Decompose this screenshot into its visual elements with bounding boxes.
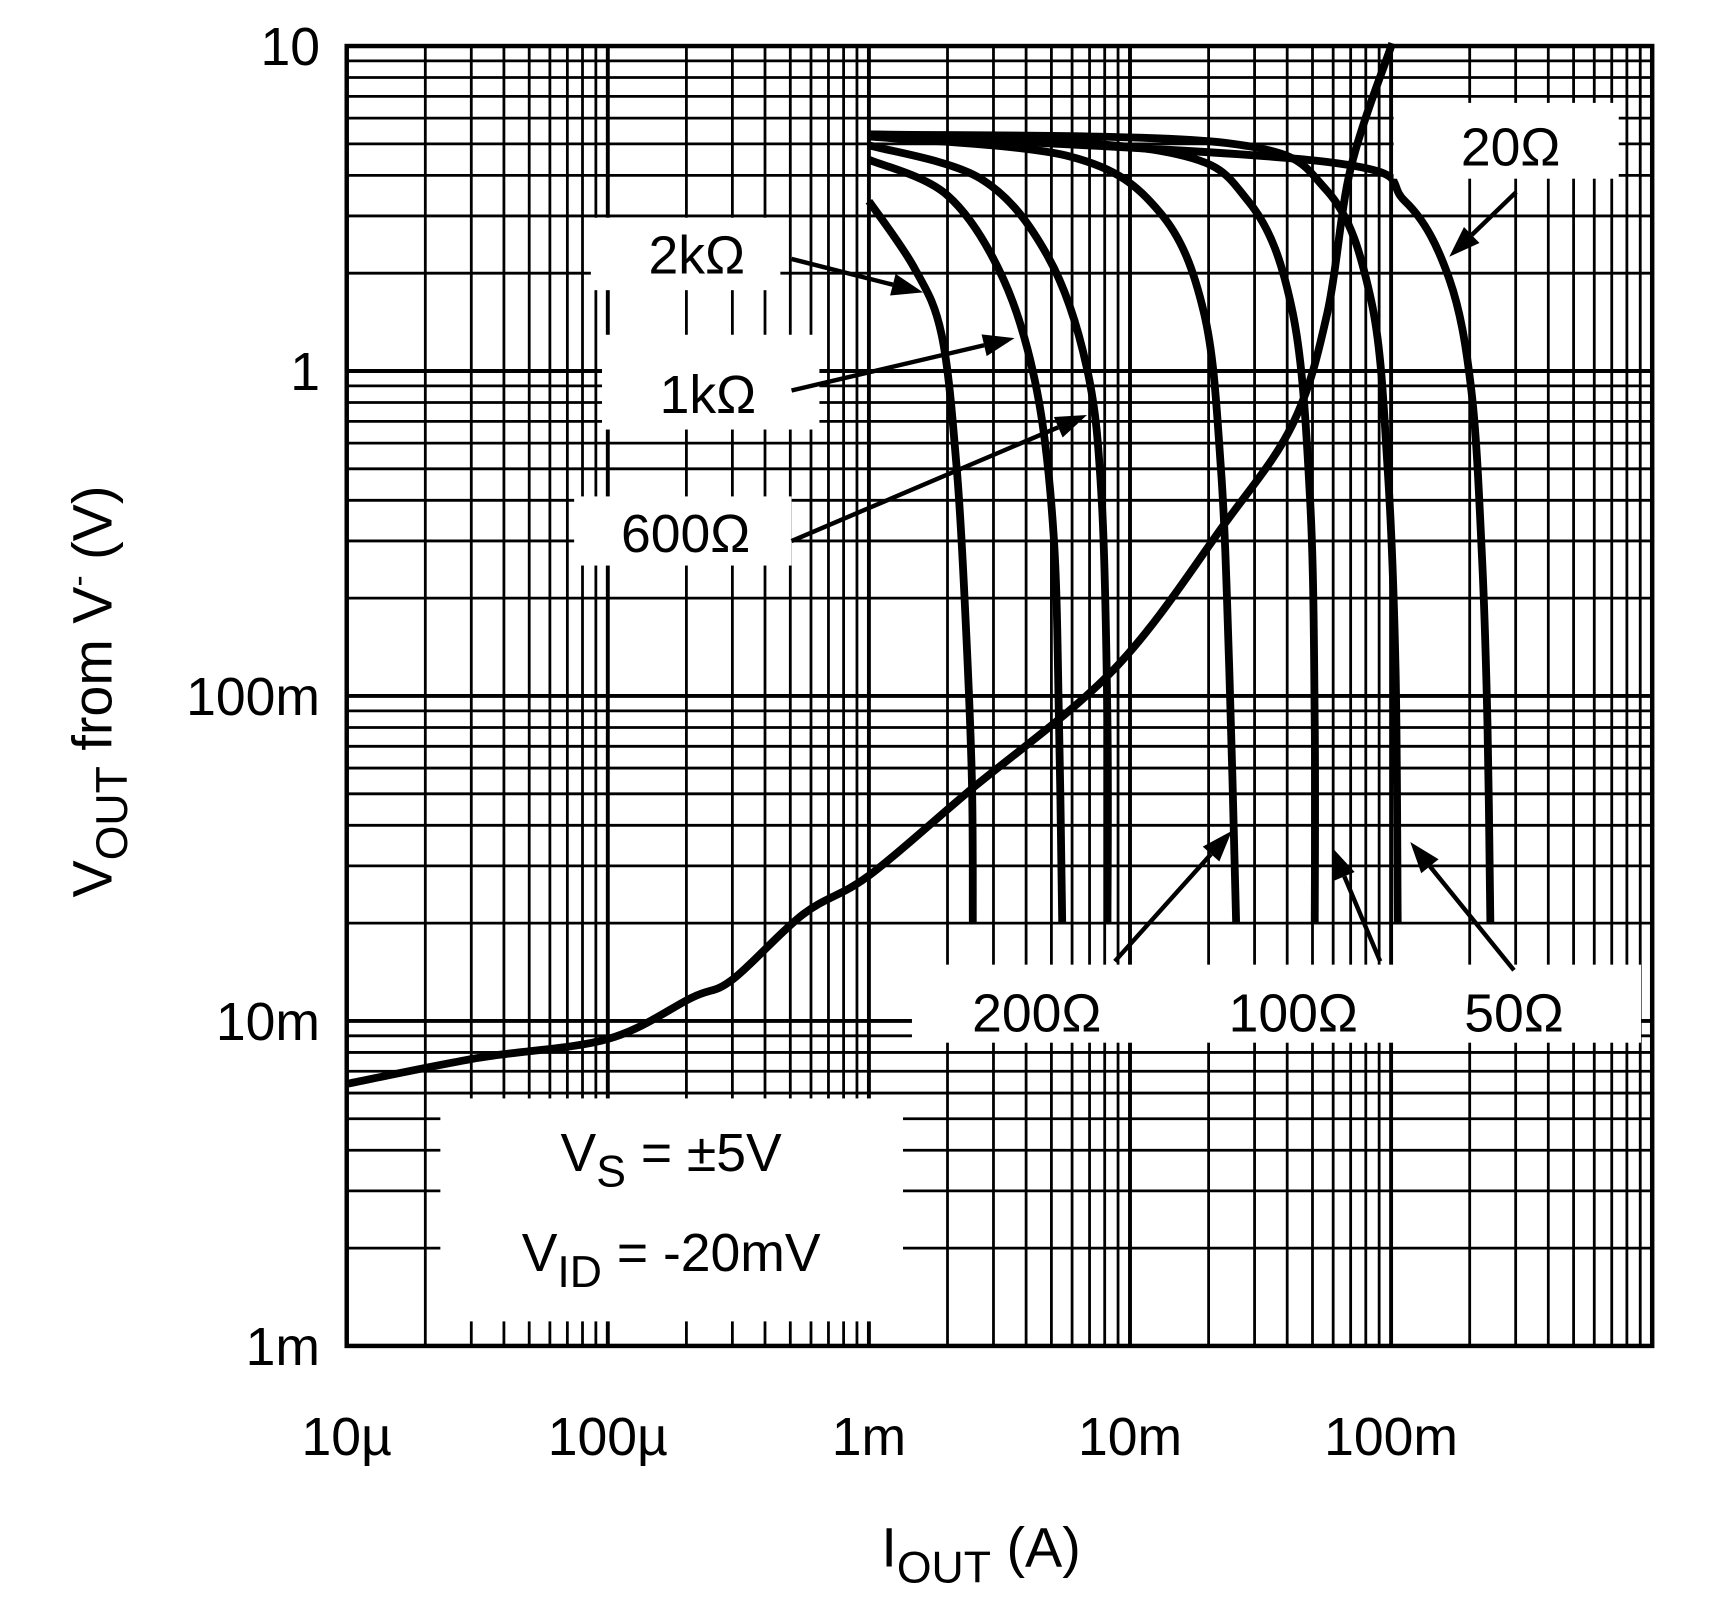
arrow-head	[1449, 227, 1480, 257]
series-label-1: 1kΩ	[660, 366, 756, 425]
cond-vs-main: V	[561, 1124, 597, 1183]
label-box	[1393, 102, 1619, 179]
arrow-line	[1113, 852, 1213, 963]
arrow-line	[791, 343, 985, 393]
x-tick-label: 100µ	[548, 1408, 668, 1467]
arrow-line	[1342, 875, 1383, 963]
arrow-head	[890, 273, 924, 296]
label-boxes: 2kΩ 1kΩ 600Ω 200Ω 100Ω 50Ω 20Ω	[574, 102, 1642, 1044]
y-label-unit: (V)	[61, 486, 123, 576]
arrows	[790, 190, 1518, 972]
arrow-line	[790, 425, 1060, 544]
y-label-sup: -	[60, 575, 97, 586]
cond-vid-main: V	[522, 1224, 558, 1283]
x-axis-label: IOUT (A)	[881, 1517, 1080, 1593]
arrow-line	[1470, 190, 1518, 237]
cond-vid-sub: ID	[557, 1248, 602, 1297]
curves	[345, 42, 1495, 1088]
series-line-2	[867, 141, 1112, 924]
label-box	[574, 496, 792, 566]
plot-frame	[344, 43, 1655, 1349]
series-label-4: 100Ω	[1229, 985, 1358, 1044]
y-tick-label: 10m	[216, 993, 320, 1052]
cond-vid-rest: = -20mV	[602, 1224, 821, 1283]
arrow-line	[1428, 864, 1516, 972]
x-tick-label: 10µ	[302, 1408, 392, 1467]
series-line-5	[868, 130, 1402, 924]
y-label-main: V	[61, 860, 123, 897]
cond-vs-sub: S	[596, 1148, 626, 1197]
y-label-sub: OUT	[88, 766, 137, 860]
y-tick-label: 1	[290, 343, 320, 402]
x-tick-label: 100m	[1324, 1408, 1458, 1467]
series-line-6	[868, 130, 1495, 924]
conditions-background	[440, 1098, 904, 1322]
series-label-2: 600Ω	[621, 505, 750, 564]
series-label-6: 20Ω	[1461, 118, 1561, 177]
x-label-main: I	[881, 1517, 897, 1579]
arrow-head	[981, 334, 1015, 357]
arrow-line	[790, 256, 894, 287]
series-line-sink	[345, 42, 1396, 1088]
y-axis-label: VOUT from V- (V)	[60, 486, 137, 898]
y-tick-label: 10	[260, 18, 320, 77]
series-label-0: 2kΩ	[649, 226, 746, 285]
condition-vs: VS = ±5V	[561, 1124, 783, 1197]
bottom-label-box	[911, 964, 1642, 1043]
series-label-3: 200Ω	[972, 985, 1101, 1044]
conditions-box: VS = ±5V VID = -20mV	[440, 1098, 904, 1322]
arrow-head	[1332, 847, 1355, 881]
y-tick-label: 100m	[186, 668, 320, 727]
y-label-rest: from V	[61, 587, 123, 767]
x-tick-label: 1m	[832, 1408, 906, 1467]
label-box	[602, 334, 820, 430]
x-label-rest: (A)	[991, 1517, 1081, 1579]
label-box	[590, 217, 781, 291]
arrow-head	[1202, 830, 1232, 862]
series-line-3	[868, 132, 1241, 924]
y-tick-label: 1m	[246, 1318, 320, 1377]
arrow-head	[1053, 415, 1087, 438]
x-label-sub: OUT	[897, 1543, 991, 1592]
series-label-5: 50Ω	[1464, 985, 1564, 1044]
cond-vs-rest: = ±5V	[626, 1124, 782, 1183]
tick-labels: 10µ 100µ 1m 10m 100m 10 1 100m 10m 1m	[186, 18, 1458, 1467]
arrow-head	[1410, 842, 1439, 874]
condition-vid: VID = -20mV	[522, 1224, 821, 1297]
series-line-0	[865, 199, 977, 924]
x-tick-label: 10m	[1078, 1408, 1182, 1467]
